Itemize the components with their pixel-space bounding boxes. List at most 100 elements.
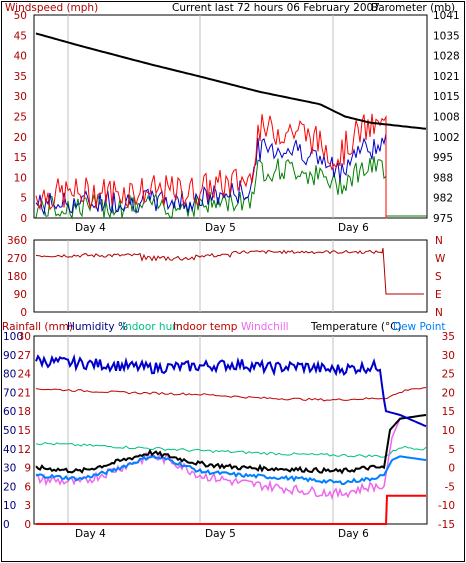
rainfall-series bbox=[36, 494, 426, 525]
direction-degree-label: 180 bbox=[7, 271, 27, 283]
day-label-2: Day 5 bbox=[205, 222, 236, 234]
temperature-tick-label: 0 bbox=[448, 463, 455, 475]
windchill-series bbox=[35, 414, 427, 500]
barometer-tick-label: 975 bbox=[433, 213, 453, 225]
direction-compass-label: N bbox=[435, 235, 443, 247]
humidity-tick-label: 10 bbox=[3, 500, 16, 512]
humidity-tick-label: 50 bbox=[3, 425, 16, 437]
legend-windchill: Windchill bbox=[241, 321, 289, 333]
humidity-tick-label: 100 bbox=[3, 331, 23, 343]
windspeed-tick-labels: 0 5 10 15 20 25 30 35 40 45 50 bbox=[14, 10, 27, 225]
humidity-tick-label: 60 bbox=[3, 406, 16, 418]
windspeed-tick-label: 10 bbox=[14, 172, 27, 184]
rainfall-tick-label: 18 bbox=[18, 406, 31, 418]
barometer-tick-label: 1008 bbox=[433, 112, 460, 124]
temperature-tick-label: 15 bbox=[442, 406, 455, 418]
windspeed-tick-label: 5 bbox=[20, 193, 27, 205]
direction-compass-label: S bbox=[435, 271, 442, 283]
humidity-tick-labels: 0 10 20 30 40 50 60 70 80 90 100 bbox=[3, 331, 23, 531]
barometer-tick-label: 1028 bbox=[433, 51, 460, 63]
humidity-tick-label: 20 bbox=[3, 481, 16, 493]
humidity-tick-label: 0 bbox=[3, 519, 10, 531]
temperature-tick-label: 10 bbox=[442, 425, 455, 437]
day-label-3: Day 6 bbox=[338, 222, 369, 234]
legend-rainfall: Rainfall (mm) bbox=[2, 321, 73, 333]
humidity-tick-label: 70 bbox=[3, 387, 16, 399]
barometer-tick-label: 988 bbox=[433, 172, 453, 184]
direction-degree-labels: 0 90 180 270 360 bbox=[7, 235, 27, 319]
humidity-tick-label: 40 bbox=[3, 444, 16, 456]
rainfall-tick-labels: 0 3 6 9 12 15 18 21 24 27 30 bbox=[18, 331, 32, 531]
humidity-tick-label: 80 bbox=[3, 369, 16, 381]
direction-compass-label: W bbox=[435, 253, 446, 265]
indoor-hum-series bbox=[35, 442, 427, 458]
windspeed-tick-label: 30 bbox=[14, 91, 27, 103]
barometer-tick-label: 1002 bbox=[433, 132, 460, 144]
barometer-tick-label: 982 bbox=[433, 193, 453, 205]
temperature-tick-label: 30 bbox=[442, 350, 455, 362]
windspeed-tick-label: 15 bbox=[14, 152, 27, 164]
temperature-tick-label: -10 bbox=[438, 500, 455, 512]
temperature-tick-labels: -15 -10 -5 0 5 10 15 20 25 30 35 bbox=[438, 331, 455, 531]
barometer-axis-title: Barometer (mb) bbox=[371, 2, 455, 14]
legend-humidity: Humidity % bbox=[67, 321, 128, 333]
day-label-bottom-2: Day 5 bbox=[205, 528, 236, 540]
humidity-series bbox=[35, 353, 427, 428]
rainfall-tick-label: 15 bbox=[18, 425, 31, 437]
temperature-tick-label: -15 bbox=[438, 519, 455, 531]
legend-indoor-hum: Indoor hum bbox=[122, 321, 182, 333]
temperature-series bbox=[35, 414, 427, 475]
humidity-tick-label: 90 bbox=[3, 350, 16, 362]
windspeed-axis-title: Windspeed (mph) bbox=[5, 2, 98, 14]
windspeed-series bbox=[35, 113, 387, 219]
chart-main-title: Current last 72 hours 06 February 2007 bbox=[172, 2, 380, 14]
legend-indoor-temp: Indoor temp bbox=[173, 321, 238, 333]
barometer-tick-label: 1021 bbox=[433, 71, 460, 83]
barometer-tick-label: 1041 bbox=[433, 10, 460, 22]
wind-direction-series bbox=[35, 247, 424, 295]
temperature-tick-label: 20 bbox=[442, 387, 455, 399]
dew-point-series bbox=[35, 454, 427, 485]
day-label-bottom-3: Day 6 bbox=[338, 528, 369, 540]
rainfall-tick-label: 6 bbox=[24, 481, 31, 493]
direction-panel-frame bbox=[33, 239, 428, 313]
direction-compass-label: N bbox=[435, 307, 443, 319]
wind-panel-frame bbox=[33, 14, 428, 219]
wind-barometer-panel bbox=[33, 14, 428, 219]
temperature-tick-label: 35 bbox=[442, 331, 455, 343]
day-label-1: Day 4 bbox=[75, 222, 106, 234]
barometer-series bbox=[35, 32, 427, 130]
direction-degree-label: 270 bbox=[7, 253, 27, 265]
direction-compass-label: E bbox=[435, 289, 442, 301]
direction-degree-label: 90 bbox=[14, 289, 27, 301]
rainfall-tick-label: 0 bbox=[24, 519, 31, 531]
windspeed-tick-label: 0 bbox=[20, 213, 27, 225]
windspeed-tick-label: 40 bbox=[14, 51, 27, 63]
windspeed-tick-label: 50 bbox=[14, 10, 27, 22]
rainfall-tick-label: 27 bbox=[18, 350, 31, 362]
rainfall-tick-label: 9 bbox=[24, 463, 31, 475]
day-label-bottom-1: Day 4 bbox=[75, 528, 106, 540]
legend-temperature: Temperature (°C) bbox=[310, 321, 402, 333]
temperature-tick-label: 5 bbox=[448, 444, 455, 456]
humidity-tick-label: 30 bbox=[3, 463, 16, 475]
indoor-temp-series bbox=[35, 387, 427, 402]
temperature-tick-label: -5 bbox=[445, 481, 455, 493]
barometer-tick-label: 1035 bbox=[433, 30, 460, 42]
barometer-tick-labels: 975 982 988 995 1002 1008 1015 1021 1028 1035 1041 bbox=[433, 10, 460, 225]
direction-degree-label: 360 bbox=[7, 235, 27, 247]
gust-blue-series bbox=[35, 133, 387, 219]
rainfall-tick-label: 21 bbox=[18, 387, 31, 399]
rainfall-tick-label: 12 bbox=[18, 444, 31, 456]
windspeed-tick-label: 20 bbox=[14, 132, 27, 144]
rainfall-tick-label: 24 bbox=[18, 369, 32, 381]
barometer-tick-label: 1015 bbox=[433, 91, 460, 103]
direction-degree-label: 0 bbox=[20, 307, 27, 319]
windspeed-tick-label: 25 bbox=[14, 112, 27, 124]
rainfall-tick-label: 30 bbox=[18, 331, 31, 343]
rainfall-tick-label: 3 bbox=[24, 500, 31, 512]
